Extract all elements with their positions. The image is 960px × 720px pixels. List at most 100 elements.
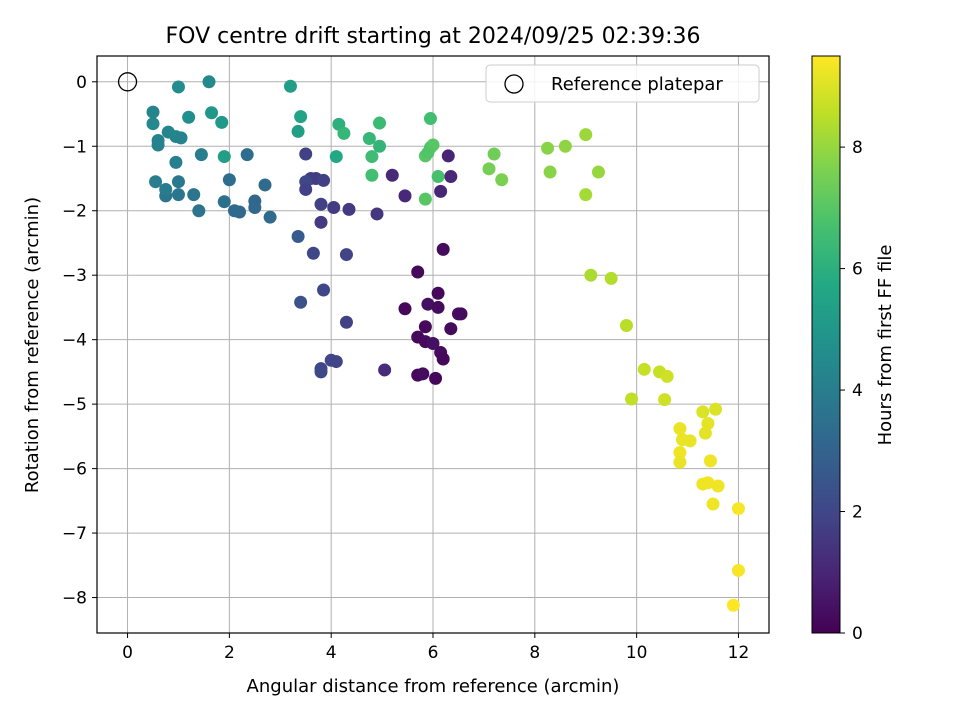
colorbar-tick-label: 2 [852, 503, 863, 523]
data-point [171, 80, 185, 94]
data-point [625, 392, 639, 406]
data-point [306, 246, 320, 260]
data-point [444, 170, 458, 184]
data-point [373, 139, 387, 153]
data-point [151, 133, 165, 147]
y-tick-label: −5 [62, 395, 87, 415]
data-point [263, 210, 277, 224]
data-point [294, 295, 308, 309]
data-point [487, 147, 501, 161]
data-point [215, 115, 229, 129]
data-point [217, 150, 231, 164]
data-point [698, 426, 712, 440]
colorbar-tick-label: 0 [852, 624, 863, 644]
data-point [579, 128, 593, 142]
data-point [317, 173, 331, 187]
data-point [541, 141, 555, 155]
x-tick-label: 10 [626, 643, 648, 663]
data-point [258, 178, 272, 192]
data-point [339, 248, 353, 262]
x-tick-label: 4 [326, 643, 337, 663]
colorbar: 0 2 4 6 8 Hours from first FF file [811, 55, 896, 644]
x-tick-label: 2 [224, 643, 235, 663]
data-point [299, 182, 313, 196]
data-point [558, 139, 572, 153]
data-point [233, 205, 247, 219]
data-point [418, 192, 432, 206]
legend-marker [504, 74, 524, 94]
data-point [291, 230, 305, 244]
data-point [317, 283, 331, 297]
data-point [421, 297, 435, 311]
data-point [706, 497, 720, 511]
data-point [637, 362, 651, 376]
data-point [495, 173, 509, 187]
data-point [731, 502, 745, 516]
x-axis: 0 2 4 6 8 10 12 [122, 633, 749, 663]
data-point [314, 197, 328, 211]
data-point [159, 182, 173, 196]
data-point [731, 563, 745, 577]
x-axis-label: Angular distance from reference (arcmin) [247, 676, 620, 697]
data-point [429, 371, 443, 385]
y-tick-label: 0 [76, 73, 87, 93]
y-tick-label: −1 [62, 137, 87, 157]
data-point [709, 402, 723, 416]
data-point [658, 393, 672, 407]
data-point [673, 455, 687, 469]
chart-title: FOV centre drift starting at 2024/09/25 … [166, 24, 701, 49]
x-tick-label: 6 [428, 643, 439, 663]
data-point [454, 307, 468, 321]
data-point [146, 105, 160, 119]
data-point [299, 147, 313, 161]
y-tick-label: −6 [62, 460, 87, 480]
data-point [701, 476, 715, 490]
data-point [194, 148, 208, 162]
y-tick-label: −3 [62, 266, 87, 286]
x-tick-label: 12 [728, 643, 750, 663]
data-point [365, 168, 379, 182]
data-point [711, 479, 725, 493]
data-point [423, 112, 437, 126]
data-point [378, 363, 392, 377]
data-point [441, 149, 455, 163]
data-point [418, 320, 432, 334]
data-point [444, 322, 458, 336]
y-tick-label: −2 [62, 202, 87, 222]
data-point [217, 195, 231, 209]
data-point [683, 434, 697, 448]
data-point [314, 365, 328, 379]
data-point [327, 201, 341, 215]
y-axis-label: Rotation from reference (arcmin) [22, 197, 43, 493]
colorbar-ticks: 0 2 4 6 8 [840, 138, 863, 644]
y-tick-label: −4 [62, 331, 87, 351]
data-point [329, 150, 343, 164]
data-point [283, 79, 297, 93]
legend-label: Reference platepar [551, 74, 723, 95]
data-point [146, 117, 160, 131]
data-point [436, 352, 450, 366]
data-point [619, 318, 633, 332]
data-point [149, 175, 163, 189]
reference-platepar-marker [117, 72, 138, 92]
data-point [398, 189, 412, 203]
data-point [584, 268, 598, 282]
colorbar-tick-label: 6 [852, 260, 863, 280]
data-point [187, 188, 201, 202]
data-point [726, 598, 740, 612]
colorbar-gradient [811, 55, 841, 634]
data-point [696, 405, 710, 419]
data-point [421, 146, 435, 160]
data-point [579, 188, 593, 202]
data-point [370, 207, 384, 221]
x-tick-label: 0 [122, 643, 133, 663]
data-point [431, 300, 445, 314]
data-point [660, 369, 674, 383]
data-point [434, 184, 448, 198]
data-point [482, 162, 496, 176]
legend: Reference platepar [485, 64, 760, 103]
colorbar-tick-label: 8 [852, 138, 863, 158]
data-point [543, 165, 557, 179]
data-point [703, 454, 717, 468]
